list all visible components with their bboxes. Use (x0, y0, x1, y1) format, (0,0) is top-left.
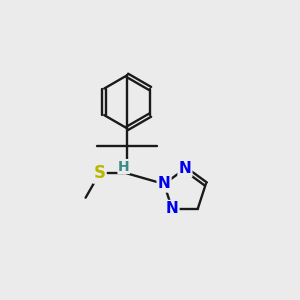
Text: N: N (178, 161, 191, 176)
Text: N: N (158, 176, 170, 191)
Text: H: H (118, 160, 130, 173)
Text: N: N (166, 201, 178, 216)
Text: S: S (94, 164, 106, 182)
